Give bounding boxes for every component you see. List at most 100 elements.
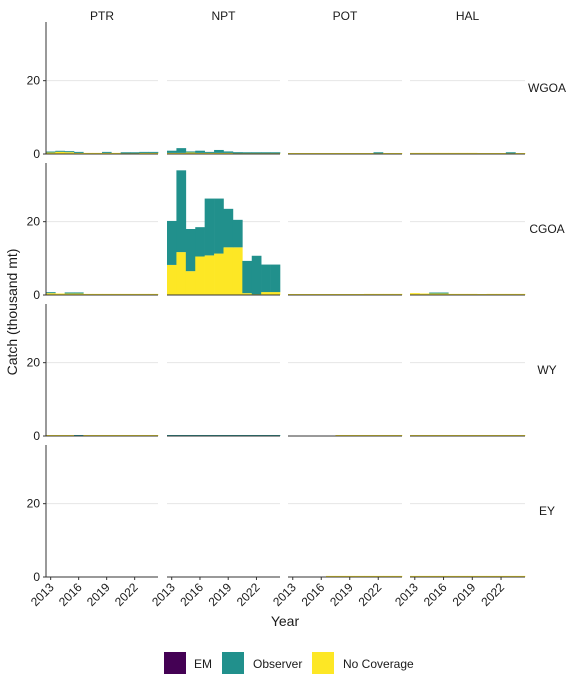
panel-wy-ptr — [46, 362, 159, 437]
bar-no-coverage-2018 — [92, 293, 103, 295]
bar-no-coverage-2017 — [204, 152, 215, 154]
bar-no-coverage-2018 — [457, 293, 468, 295]
y-tick-label: 0 — [33, 570, 40, 584]
legend-swatch-observer — [222, 652, 244, 674]
bar-no-coverage-2019 — [102, 293, 112, 295]
bar-no-coverage-2019 — [467, 293, 478, 295]
facet-strip-labels: WGOA CGOA WY EY PTR NPT POT HAL — [90, 9, 566, 518]
panel-ey-ptr — [46, 503, 158, 578]
panel-wgoa-ptr — [46, 80, 159, 155]
row-strip-label-ey: EY — [539, 504, 555, 518]
bar-no-coverage-2016 — [74, 152, 84, 154]
bar-observer-2015 — [185, 229, 196, 272]
y-tick-label: 0 — [33, 429, 40, 443]
bar-no-coverage-2017 — [448, 293, 459, 295]
panel-cgoa-hal — [410, 221, 526, 296]
bar-no-coverage-2021 — [364, 293, 374, 295]
x-tick-label: 2013 — [28, 580, 57, 609]
bar-no-coverage-2018 — [92, 152, 103, 154]
bar-no-coverage-2022 — [130, 293, 140, 295]
bar-no-coverage-2019 — [223, 152, 234, 154]
bar-observer-2013 — [167, 220, 177, 265]
x-tick-label: 2016 — [177, 580, 206, 609]
bar-observer-2024 — [270, 264, 281, 293]
bar-no-coverage-2018 — [214, 152, 224, 154]
bar-observer-2023 — [261, 152, 271, 154]
bar-no-coverage-2023 — [383, 575, 393, 577]
bar-no-coverage-2024 — [148, 293, 159, 295]
bar-observer-2024 — [148, 151, 159, 153]
bar-observer-2021 — [242, 152, 253, 154]
bar-observer-2021 — [120, 152, 131, 154]
bar-observer-2019 — [223, 208, 234, 248]
legend-label-no-coverage: No Coverage — [343, 657, 414, 671]
x-tick-label: 2022 — [356, 580, 385, 609]
x-tick-label: 2016 — [299, 580, 328, 609]
bar-observer-2015 — [64, 292, 75, 294]
bar-no-coverage-2013 — [410, 152, 420, 154]
bar-no-coverage-2022 — [496, 293, 507, 295]
x-tick-label: 2022 — [112, 580, 141, 609]
bar-observer-2015 — [185, 151, 196, 153]
bar-observer-2015 — [64, 151, 75, 153]
bar-no-coverage-2024 — [270, 292, 281, 295]
bar-no-coverage-2015 — [185, 271, 196, 295]
bar-no-coverage-2024 — [392, 293, 403, 295]
bar-observer-2022 — [251, 255, 262, 295]
panel-wgoa-hal — [410, 80, 526, 155]
bar-no-coverage-2018 — [457, 575, 468, 577]
bar-observer-2016 — [74, 292, 84, 294]
bar-no-coverage-2024 — [515, 293, 526, 295]
bar-no-coverage-2022 — [373, 293, 384, 295]
bar-no-coverage-2021 — [120, 293, 131, 295]
bar-observer-2022 — [251, 152, 262, 154]
bar-no-coverage-2017 — [204, 255, 215, 295]
bar-no-coverage-2022 — [496, 575, 507, 577]
bar-observer-2014 — [176, 170, 187, 253]
bar-no-coverage-2017 — [448, 575, 459, 577]
bar-observer-2019 — [102, 151, 112, 153]
bar-no-coverage-2016 — [438, 575, 449, 577]
bar-no-coverage-2013 — [167, 152, 177, 154]
bar-no-coverage-2016 — [438, 152, 449, 154]
bar-no-coverage-2014 — [419, 575, 430, 577]
bar-no-coverage-2014 — [176, 252, 187, 295]
bar-observer-2016 — [438, 292, 449, 294]
bar-no-coverage-2017 — [448, 152, 459, 154]
bar-observer-2020 — [232, 152, 243, 154]
legend: EM Observer No Coverage — [164, 652, 414, 674]
bar-no-coverage-2018 — [457, 152, 468, 154]
x-tick-label: 2016 — [56, 580, 85, 609]
bar-observer-2022 — [130, 152, 140, 154]
row-strip-label-wy: WY — [537, 363, 556, 377]
bar-observer-2013 — [46, 292, 56, 294]
y-tick-label: 20 — [27, 215, 41, 229]
bar-no-coverage-2014 — [55, 151, 65, 154]
bar-no-coverage-2018 — [335, 575, 346, 577]
x-tick-label: 2022 — [234, 580, 263, 609]
x-tick-label: 2013 — [270, 580, 299, 609]
bar-no-coverage-2015 — [64, 293, 75, 295]
bar-observer-2023 — [139, 151, 149, 153]
x-tick-label: 2022 — [478, 580, 507, 609]
bar-no-coverage-2023 — [505, 575, 516, 577]
bar-no-coverage-2014 — [419, 293, 430, 295]
bar-observer-2016 — [74, 151, 84, 153]
bar-no-coverage-2021 — [364, 575, 374, 577]
bar-no-coverage-2018 — [214, 253, 224, 295]
bar-no-coverage-2023 — [139, 152, 149, 154]
bar-no-coverage-2023 — [505, 293, 516, 295]
row-strip-label-wgoa: WGOA — [528, 81, 566, 95]
col-strip-label-ptr: PTR — [90, 9, 114, 23]
bar-no-coverage-2015 — [64, 152, 75, 154]
bar-no-coverage-2014 — [419, 152, 430, 154]
x-tick-label: 2013 — [149, 580, 178, 609]
panel-ey-pot — [288, 503, 403, 578]
legend-label-observer: Observer — [253, 657, 302, 671]
panel-cgoa-ptr — [46, 221, 159, 296]
row-strip-label-cgoa: CGOA — [529, 222, 564, 236]
y-tick-label: 20 — [27, 356, 41, 370]
bar-observer-2018 — [214, 149, 224, 153]
bar-no-coverage-2013 — [410, 293, 420, 295]
bar-no-coverage-2020 — [111, 293, 121, 295]
